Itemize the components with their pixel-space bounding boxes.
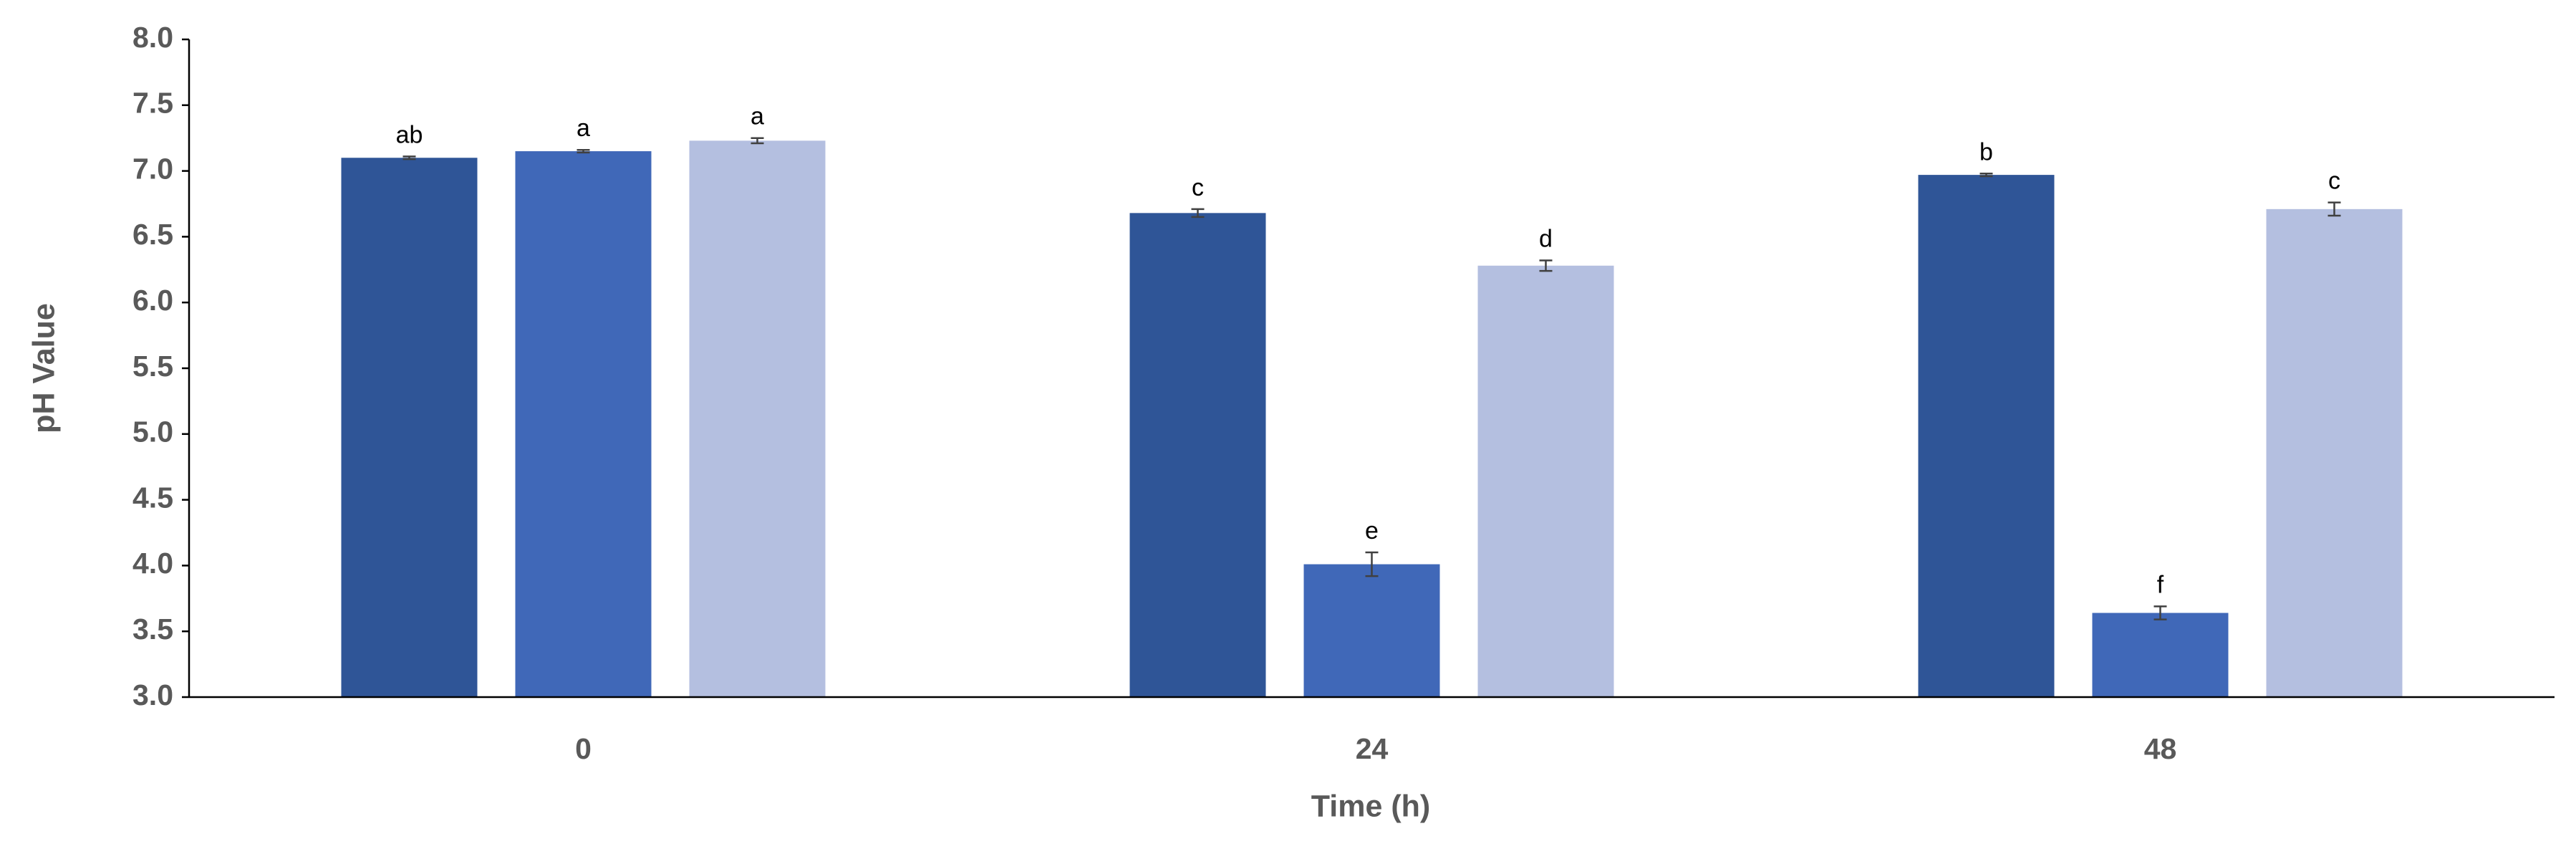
significance-letter: a bbox=[751, 103, 764, 130]
x-tick-label: 48 bbox=[2144, 732, 2177, 765]
bar bbox=[689, 140, 826, 697]
y-tick-label: 5.0 bbox=[132, 416, 173, 448]
significance-letter: f bbox=[2157, 571, 2164, 598]
bar bbox=[2092, 613, 2229, 697]
x-axis-title: Time (h) bbox=[1311, 789, 1430, 823]
y-tick-label: 5.5 bbox=[132, 350, 173, 383]
bar bbox=[2266, 208, 2403, 697]
x-tick-label: 0 bbox=[575, 732, 592, 765]
significance-letter: a bbox=[577, 115, 590, 142]
y-axis-title: pH Value bbox=[26, 303, 61, 433]
bar bbox=[515, 151, 652, 697]
significance-letter: e bbox=[1365, 517, 1379, 544]
y-tick-label: 4.5 bbox=[132, 481, 173, 514]
bar bbox=[341, 158, 478, 698]
y-tick-label: 3.5 bbox=[132, 613, 173, 646]
significance-letter: ab bbox=[396, 121, 423, 148]
significance-letter: c bbox=[1192, 174, 1204, 201]
significance-letter: c bbox=[2328, 168, 2340, 195]
bar bbox=[1477, 265, 1614, 697]
bar bbox=[1129, 213, 1266, 697]
y-tick-label: 6.5 bbox=[132, 218, 173, 251]
y-tick-label: 3.0 bbox=[132, 678, 173, 711]
y-tick-label: 6.0 bbox=[132, 284, 173, 317]
y-tick-label: 7.0 bbox=[132, 152, 173, 185]
y-tick-label: 4.0 bbox=[132, 547, 173, 580]
y-tick-label: 8.0 bbox=[132, 21, 173, 54]
significance-letter: d bbox=[1539, 225, 1553, 252]
significance-letter: b bbox=[1979, 138, 1993, 165]
bar bbox=[1303, 564, 1440, 697]
bar bbox=[1918, 175, 2055, 697]
x-tick-label: 24 bbox=[1356, 732, 1389, 765]
y-tick-label: 7.5 bbox=[132, 87, 173, 120]
